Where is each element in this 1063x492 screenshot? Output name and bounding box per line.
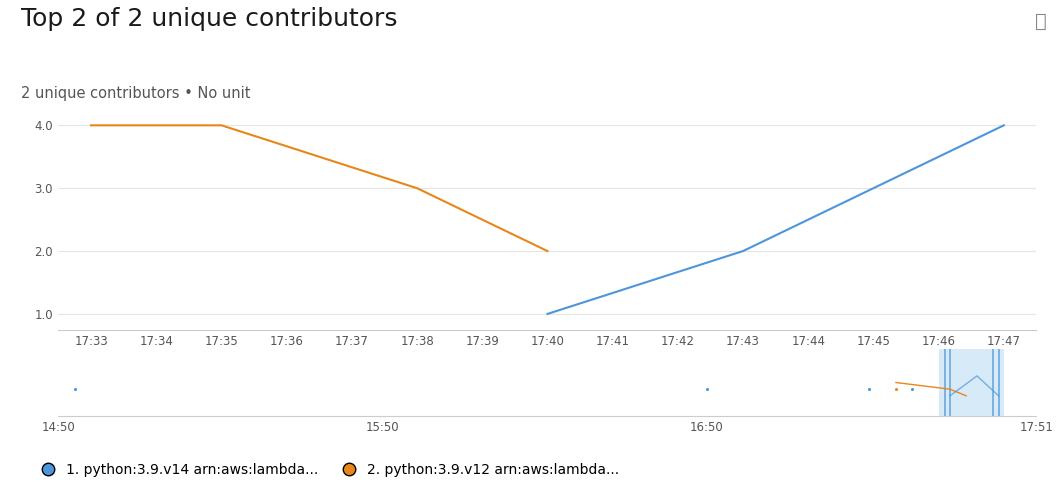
Text: ⌕: ⌕	[1035, 12, 1047, 31]
Point	[698, 385, 715, 393]
Text: 2 unique contributors • No unit: 2 unique contributors • No unit	[21, 86, 251, 101]
Bar	[940, 349, 1005, 416]
Legend: 1. python:3.9.v14 arn:aws:lambda..., 2. python:3.9.v12 arn:aws:lambda...: 1. python:3.9.v14 arn:aws:lambda..., 2. …	[29, 458, 624, 483]
Point	[860, 385, 877, 393]
Point	[888, 385, 905, 393]
Point	[904, 385, 921, 393]
Point	[66, 385, 83, 393]
Text: Top 2 of 2 unique contributors: Top 2 of 2 unique contributors	[21, 7, 398, 31]
